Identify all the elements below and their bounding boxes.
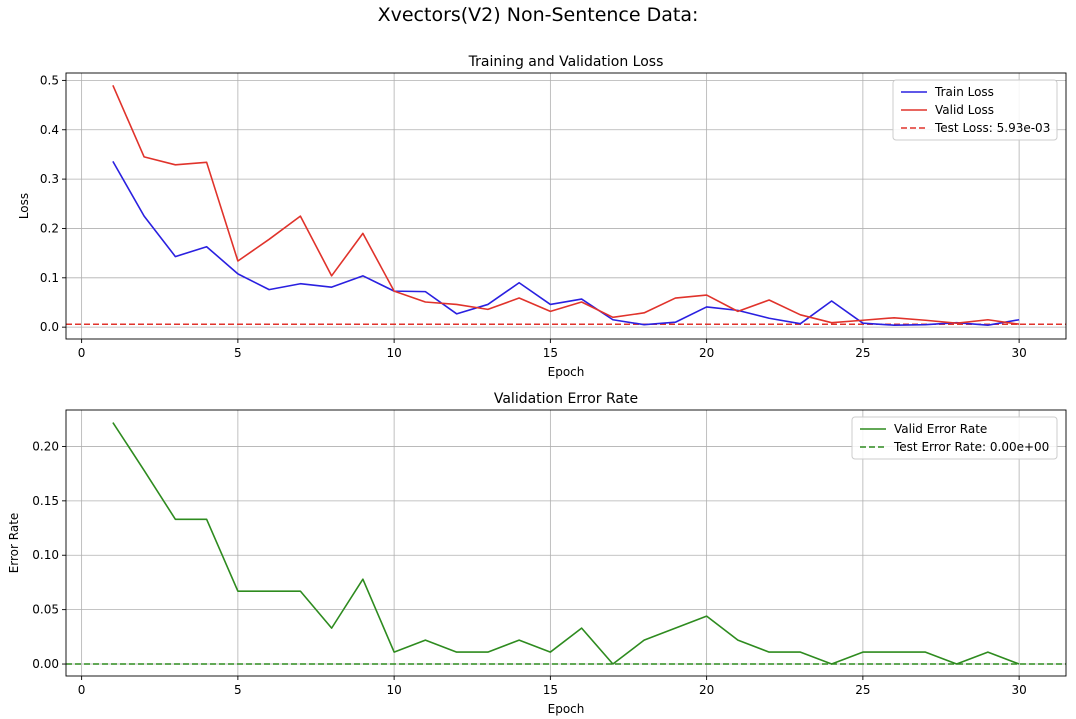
x-tick-label: 10 — [386, 346, 401, 360]
y-tick-label: 0.2 — [40, 221, 59, 235]
legend: Valid Error Rate Test Error Rate: 0.00e+0… — [851, 416, 1058, 460]
y-tick-label: 0.15 — [32, 494, 59, 508]
x-tick-label: 5 — [234, 346, 242, 360]
axes-frame — [65, 72, 1067, 340]
x-axis-label: Epoch — [548, 702, 585, 716]
x-tick-label: 25 — [855, 683, 870, 697]
x-tick-label: 15 — [543, 683, 558, 697]
x-tick-label: 30 — [1011, 683, 1026, 697]
y-tick-label: 0.05 — [32, 603, 59, 617]
y-tick-label: 0.5 — [40, 73, 59, 87]
y-tick-label: 0.10 — [32, 548, 59, 562]
x-tick-label: 20 — [699, 346, 714, 360]
y-tick-label: 0.20 — [32, 439, 59, 453]
y-tick-label: 0.4 — [40, 123, 59, 137]
legend-box — [851, 416, 1058, 460]
y-axis-label: Error Rate — [7, 513, 21, 574]
x-tick-label: 5 — [234, 683, 242, 697]
x-tick-label: 15 — [543, 346, 558, 360]
y-tick-label: 0.3 — [40, 172, 59, 186]
series-line — [112, 160, 1020, 326]
chart-panel-2: 0 5 10 15 20 25 30 0.00 0.05 0.10 0.15 0.20 Validati… — [7, 391, 1067, 716]
x-axis-label: Epoch — [548, 365, 585, 379]
legend-entry: Valid Error Rate — [894, 422, 987, 436]
legend: Train Loss Valid Loss Test Loss: 5.93e-03 — [892, 79, 1058, 141]
x-tick-label: 10 — [386, 683, 401, 697]
series-line — [112, 85, 1020, 325]
legend-box — [892, 79, 1058, 141]
y-tick-label: 0.00 — [32, 657, 59, 671]
figure-title: Xvectors(V2) Non-Sentence Data: — [377, 4, 699, 26]
chart-title: Training and Validation Loss — [468, 54, 664, 70]
axes-frame — [65, 409, 1067, 677]
legend-entry: Train Loss — [934, 85, 994, 99]
y-axis-label: Loss — [17, 193, 31, 219]
x-tick-label: 20 — [699, 683, 714, 697]
legend-entry: Test Error Rate: 0.00e+00 — [893, 440, 1049, 454]
y-tick-label: 0.0 — [40, 320, 59, 334]
x-tick-label: 30 — [1011, 346, 1026, 360]
x-tick-label: 0 — [78, 683, 86, 697]
chart-title: Validation Error Rate — [494, 391, 638, 407]
series-line — [112, 422, 1020, 665]
x-tick-label: 0 — [78, 346, 86, 360]
x-tick-label: 25 — [855, 346, 870, 360]
chart-panel-1: 0 5 10 15 20 25 30 0.0 0.1 0.2 0.3 0.4 0.5 Training a… — [17, 54, 1067, 379]
legend-entry: Test Loss: 5.93e-03 — [934, 121, 1050, 135]
y-tick-label: 0.1 — [40, 271, 59, 285]
legend-entry: Valid Loss — [935, 103, 994, 117]
